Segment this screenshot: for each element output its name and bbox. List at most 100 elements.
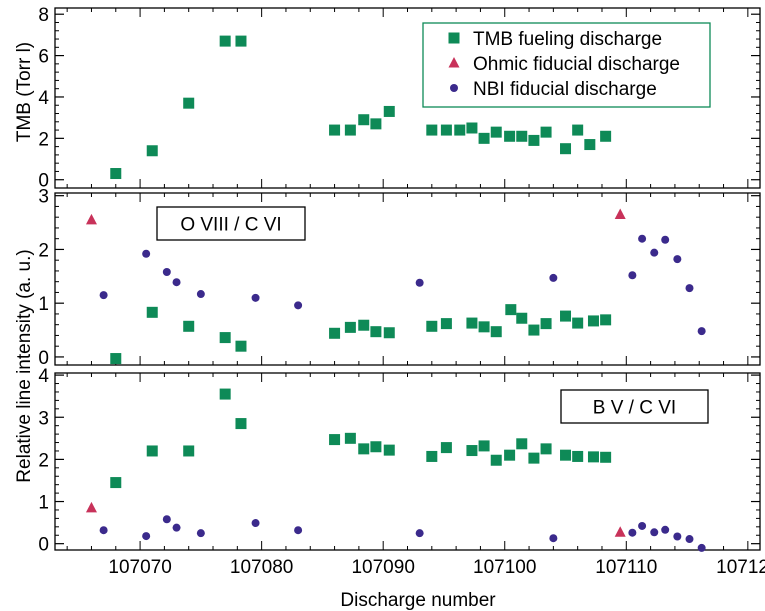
tmb-point [329, 327, 341, 339]
y-tick-label: 0 [38, 348, 49, 369]
nbi-point [650, 248, 659, 257]
tmb-point [370, 118, 382, 130]
tmb-point [478, 321, 490, 333]
nbi-point [673, 532, 682, 541]
tmb-point [490, 126, 502, 138]
tmb-point [344, 321, 356, 333]
tmb-point [572, 124, 584, 136]
tmb-point [383, 105, 395, 117]
tmb-point [146, 145, 158, 157]
tmb-point [528, 324, 540, 336]
nbi-point [294, 301, 303, 310]
nbi-point [196, 290, 205, 299]
tmb-point [478, 440, 490, 452]
tmb-point [219, 35, 231, 47]
nbi-point [142, 532, 151, 541]
tmb-point [540, 126, 552, 138]
tmb-point [235, 340, 247, 352]
x-axis-label: Discharge number [340, 590, 496, 611]
nbi-point [697, 543, 706, 552]
nbi-point [638, 521, 647, 530]
tmb-point [426, 450, 438, 462]
panel-ovii: 0 1 2 3 O VIII / C VI [38, 187, 761, 369]
tmb-point [344, 432, 356, 444]
tmb-point [358, 114, 370, 126]
y-tick-label: 3 [38, 187, 49, 208]
y-tick-label: 6 [38, 47, 49, 68]
nbi-point [294, 526, 303, 535]
annotation-label: B V / C VI [593, 398, 676, 419]
tmb-point [329, 434, 341, 446]
tmb-point [454, 124, 466, 136]
tmb-point [540, 318, 552, 330]
tmb-point [358, 443, 370, 455]
nbi-point [673, 255, 682, 264]
nbi-point [196, 529, 205, 538]
tmb-point [560, 449, 572, 461]
annotation-box [560, 389, 709, 424]
legend-label-ohmic: Ohmic fiducial discharge [473, 54, 680, 75]
tmb-point [110, 477, 122, 489]
tmb-point [560, 143, 572, 155]
tmb-point [560, 310, 572, 322]
nbi-point [549, 273, 558, 282]
nbi-point [142, 249, 151, 258]
tmb-point [587, 315, 599, 327]
tmb-point [540, 443, 552, 455]
tmb-point [146, 445, 158, 457]
tmb-point [110, 168, 122, 180]
legend-box [422, 22, 711, 108]
ohmic-point [614, 208, 626, 219]
nbi-point [628, 271, 637, 280]
tmb-point [146, 306, 158, 318]
tmb-point [528, 134, 540, 146]
nbi-point [162, 515, 171, 524]
nbi-point [415, 278, 424, 287]
nbi-point [697, 327, 706, 336]
nbi-point [685, 535, 694, 544]
tmb-point [504, 449, 516, 461]
y-tick-label: 2 [38, 129, 49, 150]
tmb-point [504, 130, 516, 142]
legend: TMB fueling discharge Ohmic fiducial disc… [422, 22, 711, 108]
nbi-point [162, 268, 171, 277]
legend-marker-tmb [448, 32, 460, 44]
tmb-point [183, 320, 195, 332]
tmb-point [490, 454, 502, 466]
tmb-point [466, 122, 478, 134]
nbi-point [251, 519, 260, 528]
nbi-point [172, 523, 181, 532]
y-tick-label: 2 [38, 450, 49, 471]
nbi-point [99, 526, 108, 535]
nbi-point [251, 293, 260, 302]
y-tick-label: 1 [38, 294, 49, 315]
tmb-point [600, 314, 612, 326]
y-tick-label: 4 [38, 366, 49, 387]
nbi-point [661, 235, 670, 244]
legend-marker-nbi [450, 84, 458, 92]
tmb-point [440, 124, 452, 136]
tmb-point [110, 353, 122, 365]
tmb-point [587, 451, 599, 463]
tmb-point [426, 124, 438, 136]
legend-label-tmb: TMB fueling discharge [473, 29, 662, 50]
tmb-point [329, 124, 341, 136]
tmb-point [505, 304, 517, 316]
tmb-point [383, 444, 395, 456]
tmb-point [370, 441, 382, 453]
tmb-point [383, 327, 395, 339]
y-tick-label: 2 [38, 240, 49, 261]
annotation-label: O VIII / C VI [180, 215, 281, 236]
tmb-point [235, 35, 247, 47]
legend-label-nbi: NBI fiducial discharge [473, 79, 657, 100]
tmb-point [478, 132, 490, 144]
tmb-point [572, 317, 584, 329]
x-tick-label: 107110 [595, 557, 657, 578]
ohmic-point [614, 526, 626, 537]
ohmic-point [85, 213, 97, 225]
tmb-point [600, 130, 612, 142]
tmb-point [219, 332, 231, 344]
tmb-point [358, 319, 370, 331]
tmb-point [572, 450, 584, 462]
